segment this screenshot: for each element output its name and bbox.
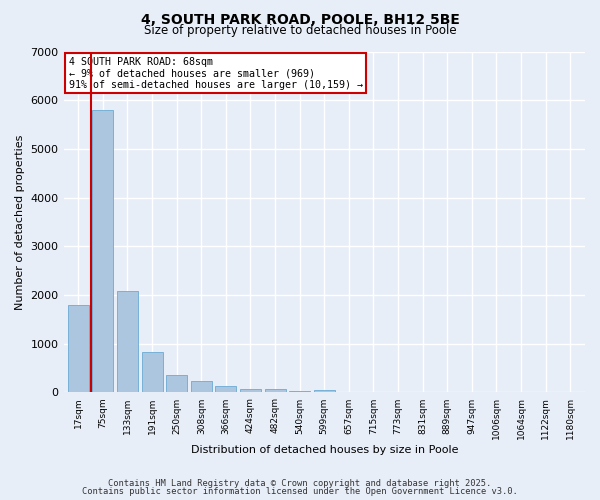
Text: Contains public sector information licensed under the Open Government Licence v3: Contains public sector information licen…	[82, 487, 518, 496]
Bar	[92, 110, 113, 393]
X-axis label: Distribution of detached houses by size in Poole: Distribution of detached houses by size …	[191, 445, 458, 455]
Bar	[289, 391, 310, 392]
Bar	[314, 390, 335, 392]
Bar	[142, 352, 163, 393]
Bar	[191, 382, 212, 392]
Text: 4 SOUTH PARK ROAD: 68sqm
← 9% of detached houses are smaller (969)
91% of semi-d: 4 SOUTH PARK ROAD: 68sqm ← 9% of detache…	[69, 56, 363, 90]
Bar	[240, 388, 261, 392]
Text: Contains HM Land Registry data © Crown copyright and database right 2025.: Contains HM Land Registry data © Crown c…	[109, 478, 491, 488]
Y-axis label: Number of detached properties: Number of detached properties	[15, 134, 25, 310]
Bar	[265, 388, 286, 392]
Text: Size of property relative to detached houses in Poole: Size of property relative to detached ho…	[143, 24, 457, 37]
Bar	[117, 291, 138, 392]
Bar	[166, 375, 187, 392]
Bar	[68, 305, 89, 392]
Bar	[215, 386, 236, 392]
Text: 4, SOUTH PARK ROAD, POOLE, BH12 5BE: 4, SOUTH PARK ROAD, POOLE, BH12 5BE	[140, 12, 460, 26]
